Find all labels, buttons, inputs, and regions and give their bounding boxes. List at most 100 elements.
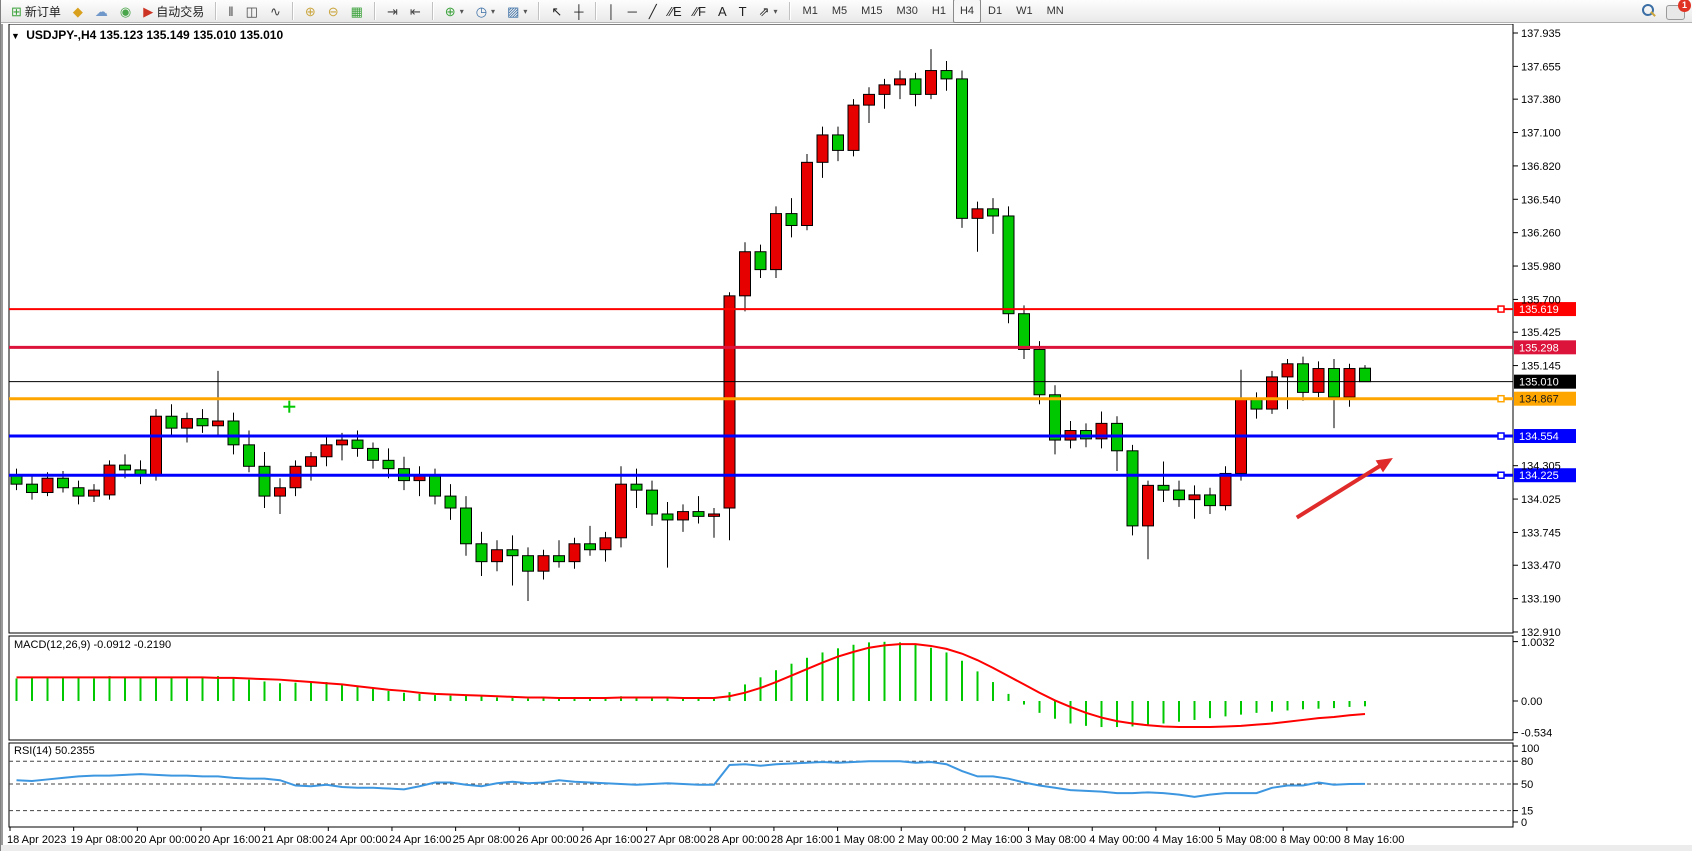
community-button[interactable]: ☁ [89,0,114,23]
candle [739,251,751,297]
line-handle[interactable] [1497,432,1505,440]
search-icon[interactable] [1640,3,1656,19]
candle [878,84,891,95]
line-handle[interactable] [1497,305,1505,313]
community-icon: ☁ [94,3,108,19]
candle [336,439,348,446]
indicators-icon: ⊕ [444,3,456,19]
text-label-button[interactable]: T [733,0,753,23]
line-chart-button[interactable]: ∿ [264,0,287,23]
periods-button[interactable]: ◷ ▾ [470,0,501,23]
timeframe-m1-button[interactable]: M1 [802,5,818,17]
toolbar-separator [788,2,791,20]
candle [1343,368,1356,398]
depth-of-market-button[interactable]: ◆ [67,0,89,23]
rsi-tick-label: 80 [1521,756,1533,768]
arrow-object[interactable] [1295,461,1386,520]
candle [832,134,844,151]
text-label-icon: T [738,3,747,19]
arrows-button[interactable]: ⇗ ▾ [753,0,784,23]
tile-windows-button[interactable]: ▦ [345,0,369,23]
vertical-line-button[interactable]: │ [602,0,622,23]
notification-badge: 1 [1678,0,1691,12]
line-handle[interactable] [1497,471,1505,479]
candlestick-chart-icon: ◫ [245,3,258,19]
timeframe-mn-button[interactable]: MN [1046,5,1064,17]
zoom-in-button[interactable]: ⊕ [299,0,322,23]
auto-scroll-icon: ⇤ [409,3,421,19]
trendline-button[interactable]: ╱ [643,0,663,23]
auto-scroll-button[interactable]: ⇤ [404,0,427,23]
price-tick-label: 135.980 [1521,261,1561,273]
toolbar-group-insert: ⊕ ▾ ◷ ▾ ▨ ▾ [439,0,534,22]
chart-shift-button[interactable]: ⇥ [381,0,404,23]
text-button[interactable]: A [712,0,733,23]
candle [940,70,953,80]
time-tick-label: 24 Apr 00:00 [325,834,387,846]
crosshair-button[interactable]: ┼ [568,0,589,23]
timeframe-h1-button[interactable]: H1 [931,5,946,17]
candle [289,465,302,489]
signals-button[interactable]: ◉ [114,0,137,23]
cursor-button[interactable]: ↖ [545,0,568,23]
candle [568,543,581,563]
timeframe-h4-button[interactable]: H4 [952,0,982,23]
rsi-indicator-label: RSI(14) 50.2355 [14,745,95,757]
new-order-button[interactable]: ⊞ 新订单 [5,0,67,23]
candle [522,555,534,572]
equidistant-channel-button[interactable]: ∕∕E [663,0,688,23]
caret-down-icon: ▾ [523,6,528,16]
candlestick-chart-button[interactable]: ◫ [240,0,264,23]
price-tick-label: 135.700 [1521,294,1561,306]
candle [429,475,441,497]
price-tick-label: 136.260 [1521,228,1561,240]
fibonacci-button[interactable]: ∕∕F [688,0,712,23]
candle [212,420,224,427]
candle [801,161,813,227]
price-tag-value: 134.225 [1519,470,1559,482]
toolbar-separator [431,2,434,20]
candle [119,464,131,471]
price-chart-svg: 135.619 135.298 135.010 134.867 134.554 134.2… [7,24,1576,846]
price-tick-label: 137.100 [1521,128,1561,140]
price-tag [1514,429,1576,444]
bar-chart-button[interactable]: ‖ [222,0,239,23]
time-tick-label: 2 May 00:00 [898,834,959,846]
candle [971,208,984,219]
indicators-button[interactable]: ⊕ ▾ [439,0,470,23]
candle [1049,394,1061,441]
timeframe-m5-button[interactable]: M5 [831,5,848,17]
line-handle[interactable] [1497,394,1505,403]
candle [382,459,395,470]
zoom-out-button[interactable]: ⊖ [322,0,345,23]
price-tick-label: 133.745 [1521,527,1561,539]
macd-tick-label: -0.534 [1521,728,1552,740]
templates-icon: ▨ [507,3,520,19]
price-tag [1514,374,1576,389]
toolbar-group-chart-type: ‖ ◫ ∿ [222,0,287,22]
candle [1219,472,1232,507]
candle [150,415,162,477]
chart-symbol-title[interactable]: ▼ USDJPY-,H4 135.123 135.149 135.010 135… [11,28,283,42]
notifications-button[interactable]: 1 [1666,0,1691,20]
time-tick-label: 8 May 00:00 [1280,834,1341,846]
trendline-icon: ╱ [648,3,657,19]
autotrading-button[interactable]: ▶ 自动交易 [137,0,210,23]
candle [1033,348,1046,396]
candle [103,464,116,496]
candle [1204,494,1216,507]
chevron-down-icon: ▼ [11,31,20,41]
timeframe-m15-button[interactable]: M15 [861,5,883,17]
timeframe-m30-button[interactable]: M30 [896,5,918,17]
text-icon: A [717,3,727,19]
fibonacci-icon: ∕∕F [693,3,706,19]
timeframe-w1-button[interactable]: W1 [1016,5,1033,17]
horizontal-line-button[interactable]: ─ [622,0,643,23]
candle [351,439,364,449]
timeframe-d1-button[interactable]: D1 [988,5,1003,17]
new-order-icon: ⊞ [11,3,22,19]
candle [1188,494,1201,501]
templates-button[interactable]: ▨ ▾ [501,0,533,23]
candle [1312,368,1325,393]
new-order-button-label: 新订单 [24,4,61,19]
